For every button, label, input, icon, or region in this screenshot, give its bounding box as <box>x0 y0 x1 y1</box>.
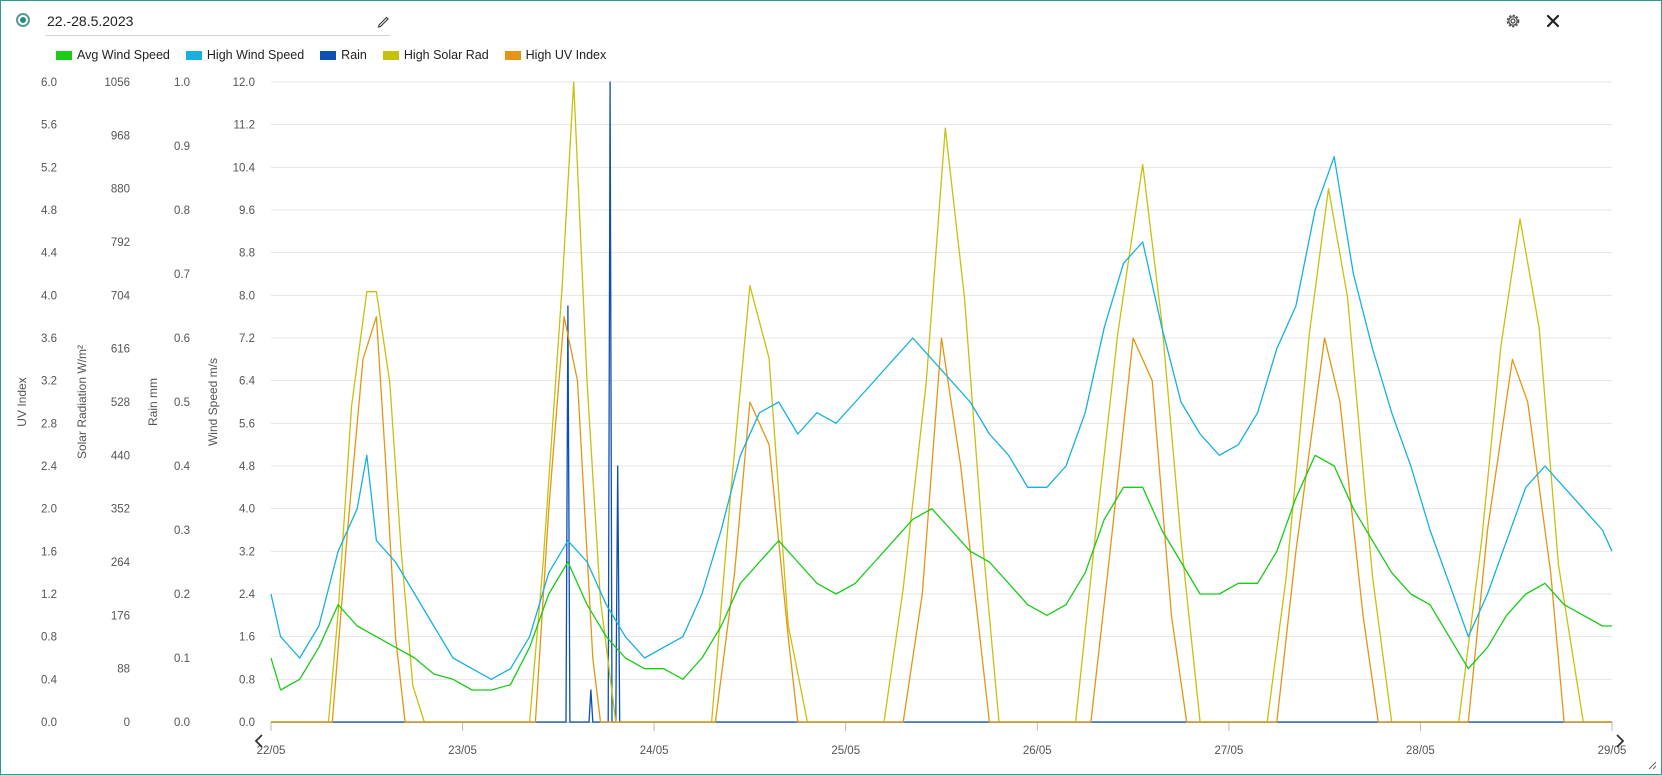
y-tick-label-wind: 0.0 <box>239 717 255 729</box>
y-tick-label-uv: 3.6 <box>41 333 57 345</box>
y-tick-label-solar: 352 <box>111 504 130 516</box>
y-tick-label-wind: 9.6 <box>239 205 255 217</box>
y-tick-label-uv: 1.6 <box>41 546 57 558</box>
y-tick-label-solar: 792 <box>111 237 130 249</box>
y-tick-label-uv: 2.4 <box>41 461 58 473</box>
y-tick-label-solar: 88 <box>117 664 130 676</box>
y-tick-label-uv: 2.8 <box>41 418 57 430</box>
y-tick-label-wind: 8.0 <box>239 290 255 302</box>
y-tick-label-wind: 6.4 <box>239 376 256 388</box>
y-tick-label-rain: 0.9 <box>174 141 190 153</box>
y-tick-label-wind: 11.2 <box>233 120 255 132</box>
page-title: 22.-28.5.2023 <box>47 13 134 29</box>
y-tick-label-wind: 10.4 <box>233 162 256 174</box>
y-tick-label-uv: 0.4 <box>41 674 58 686</box>
series-line-high-uv-index <box>271 316 1612 723</box>
y-tick-label-wind: 12.0 <box>233 77 255 89</box>
series-line-high-solar-rad <box>271 81 1612 723</box>
y-tick-label-solar: 528 <box>111 397 130 409</box>
y-tick-label-wind: 2.4 <box>239 589 256 601</box>
legend-label: High Wind Speed <box>206 48 305 62</box>
y-tick-label-wind: 4.8 <box>239 461 255 473</box>
legend-swatch <box>320 50 337 60</box>
y-axis-title-rain: Rain mm <box>146 378 160 426</box>
y-tick-label-rain: 1.0 <box>174 77 190 89</box>
y-tick-label-solar: 704 <box>111 290 131 302</box>
legend-item-high-wind-speed[interactable]: High Wind Speed <box>185 47 305 63</box>
x-tick-label: 27/05 <box>1214 745 1243 757</box>
y-tick-label-uv: 2.0 <box>41 504 57 516</box>
title-underline <box>45 35 390 36</box>
y-tick-label-wind: 1.6 <box>239 632 255 644</box>
y-tick-label-solar: 264 <box>111 557 131 569</box>
y-tick-label-uv: 1.2 <box>41 589 57 601</box>
y-tick-label-solar: 616 <box>111 344 130 356</box>
y-tick-label-uv: 5.6 <box>41 120 57 132</box>
series-line-high-wind-speed <box>270 156 1613 680</box>
y-axis-title-solar: Solar Radiation W/m² <box>75 345 89 459</box>
pencil-icon[interactable] <box>376 14 390 28</box>
y-tick-label-solar: 176 <box>111 610 130 622</box>
y-tick-label-uv: 0.8 <box>41 632 57 644</box>
y-tick-label-solar: 968 <box>111 130 130 142</box>
chart-legend: Avg Wind Speed High Wind Speed Rain High So… <box>56 47 606 63</box>
y-axis-title-uv: UV Index <box>15 377 29 426</box>
x-tick-label: 28/05 <box>1406 745 1435 757</box>
y-tick-label-wind: 4.0 <box>239 504 255 516</box>
y-tick-label-solar: 440 <box>111 450 130 462</box>
y-tick-label-uv: 4.8 <box>41 205 57 217</box>
legend-label: Rain <box>341 48 367 62</box>
y-tick-label-rain: 0.0 <box>174 717 190 729</box>
y-axis-title-wind: Wind Speed m/s <box>206 358 220 446</box>
legend-item-rain[interactable]: Rain <box>320 47 367 63</box>
y-tick-label-rain: 0.6 <box>174 333 190 345</box>
x-tick-label: 24/05 <box>640 745 669 757</box>
y-tick-label-uv: 5.2 <box>41 162 57 174</box>
legend-swatch <box>382 50 399 60</box>
y-tick-label-rain: 0.8 <box>174 205 190 217</box>
legend-label: Avg Wind Speed <box>77 48 170 62</box>
chevron-right-icon[interactable] <box>1612 732 1628 750</box>
legend-swatch <box>185 50 202 60</box>
y-tick-label-rain: 0.4 <box>174 461 191 473</box>
y-tick-label-rain: 0.7 <box>174 269 190 281</box>
series-line-avg-wind-speed <box>270 454 1612 691</box>
status-dot-icon[interactable] <box>16 13 30 27</box>
top-bar: 22.-28.5.2023 <box>16 12 1646 36</box>
legend-swatch <box>504 50 521 60</box>
x-tick-label: 29/05 <box>1598 745 1627 757</box>
y-tick-label-wind: 3.2 <box>239 546 255 558</box>
y-tick-label-rain: 0.2 <box>174 589 190 601</box>
chevron-left-icon[interactable] <box>251 732 267 750</box>
y-tick-label-solar: 880 <box>111 184 130 196</box>
y-tick-label-solar: 1056 <box>104 77 130 89</box>
x-tick-label: 25/05 <box>831 745 860 757</box>
close-icon[interactable] <box>1544 12 1562 30</box>
legend-label: High UV Index <box>525 48 607 62</box>
y-tick-label-uv: 0.0 <box>41 717 57 729</box>
gear-icon[interactable] <box>1504 12 1522 30</box>
y-tick-label-uv: 4.4 <box>41 248 58 260</box>
y-tick-label-wind: 7.2 <box>239 333 255 345</box>
y-tick-label-uv: 6.0 <box>41 77 57 89</box>
y-tick-label-rain: 0.5 <box>174 397 190 409</box>
legend-item-high-uv-index[interactable]: High UV Index <box>504 47 607 63</box>
x-tick-label: 22/05 <box>257 745 286 757</box>
y-tick-label-solar: 0 <box>124 717 130 729</box>
legend-swatch <box>56 50 72 60</box>
resize-handle[interactable] <box>1647 760 1657 770</box>
y-tick-label-uv: 3.2 <box>41 376 57 388</box>
y-tick-label-rain: 0.3 <box>174 525 190 537</box>
legend-label: High Solar Rad <box>403 48 489 62</box>
x-tick-label: 23/05 <box>448 745 477 757</box>
x-tick-label: 26/05 <box>1023 745 1052 757</box>
y-tick-label-wind: 5.6 <box>239 418 255 430</box>
y-tick-label-wind: 0.8 <box>239 674 255 686</box>
y-tick-label-uv: 4.0 <box>41 290 57 302</box>
legend-item-high-solar-rad[interactable]: High Solar Rad <box>382 47 489 63</box>
legend-item-avg-wind-speed[interactable]: Avg Wind Speed <box>56 47 170 63</box>
y-tick-label-rain: 0.1 <box>174 653 190 665</box>
y-tick-label-wind: 8.8 <box>239 248 255 260</box>
